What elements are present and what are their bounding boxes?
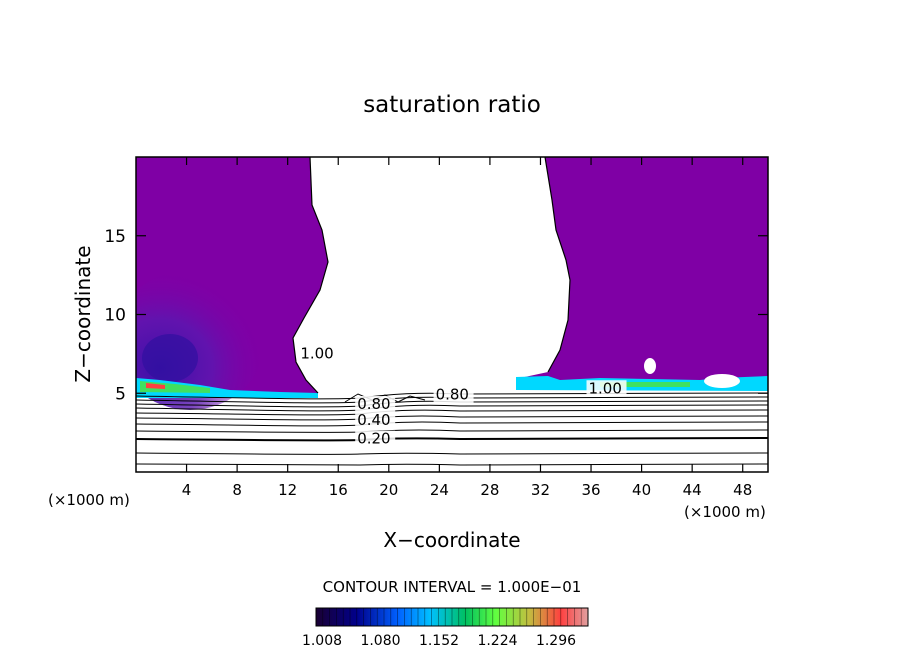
contour-label-bg xyxy=(586,380,627,397)
x-tick-label: 36 xyxy=(581,481,600,499)
x-tick-label: 4 xyxy=(182,481,192,499)
x-tick-label: 32 xyxy=(531,481,550,499)
chart-title: saturation ratio xyxy=(363,92,541,118)
contour-label: 0.80 xyxy=(436,386,469,404)
contour-label: 0.80 xyxy=(357,395,390,413)
y-tick-label: 10 xyxy=(104,306,126,326)
x-unit-label: (×1000 m) xyxy=(684,503,766,521)
x-tick-label: 8 xyxy=(232,481,242,499)
deepest-region-left xyxy=(142,334,198,382)
x-tick-label: 12 xyxy=(278,481,297,499)
x-tick-label: 20 xyxy=(379,481,398,499)
unsat-hole-right xyxy=(644,358,656,374)
x-tick-label: 40 xyxy=(632,481,651,499)
y-unit-label: (×1000 m) xyxy=(48,491,130,509)
x-tick-label: 24 xyxy=(430,481,449,499)
supersat-region-right xyxy=(520,157,768,388)
plot-area xyxy=(136,157,768,466)
contour-label: 1.00 xyxy=(589,379,622,397)
colorbar-tick-label: 1.152 xyxy=(419,633,459,649)
band-left-green xyxy=(140,381,210,393)
colorbar-labels: 1.008 1.080 1.152 1.224 1.296 xyxy=(302,633,576,649)
contour-label: 1.00 xyxy=(300,345,333,363)
contour-label-bg xyxy=(298,345,339,362)
y-tick-label: 5 xyxy=(115,384,126,404)
x-tick-label: 48 xyxy=(733,481,752,499)
contour-label-bg xyxy=(355,396,396,412)
contour-interval: CONTOUR INTERVAL = 1.000E−01 xyxy=(323,578,582,596)
contour-label: 0.40 xyxy=(357,411,390,429)
colorbar-cells xyxy=(322,608,582,626)
x-axis-label: X−coordinate xyxy=(383,528,520,552)
contour-1-00-left xyxy=(292,157,329,394)
contour-label-bg xyxy=(355,411,396,428)
x-tick-label: 16 xyxy=(329,481,348,499)
contour-label-bg xyxy=(433,386,474,403)
x-tick-label: 28 xyxy=(480,481,499,499)
colorbar-tick-label: 1.296 xyxy=(536,633,576,649)
colorbar-tick-label: 1.008 xyxy=(302,633,342,649)
colorbar: 1.008 1.080 1.152 1.224 1.296 xyxy=(302,607,589,649)
unsat-hole-right-2 xyxy=(704,374,740,388)
band-left xyxy=(136,378,318,398)
y-axis-label: Z−coordinate xyxy=(71,245,95,382)
y-tick-label: 15 xyxy=(104,227,126,247)
contour-1-00-right xyxy=(544,157,571,373)
contour-lines-lower xyxy=(136,392,768,466)
contour-label-bg xyxy=(355,430,396,447)
colorbar-tick-label: 1.080 xyxy=(360,633,400,649)
contour-labels: 1.000.800.800.400.201.00 xyxy=(298,345,627,448)
x-tick-label: 44 xyxy=(683,481,702,499)
contour-label: 0.20 xyxy=(357,430,390,448)
colorbar-tick-label: 1.224 xyxy=(477,633,517,649)
band-left-hot xyxy=(146,383,165,389)
